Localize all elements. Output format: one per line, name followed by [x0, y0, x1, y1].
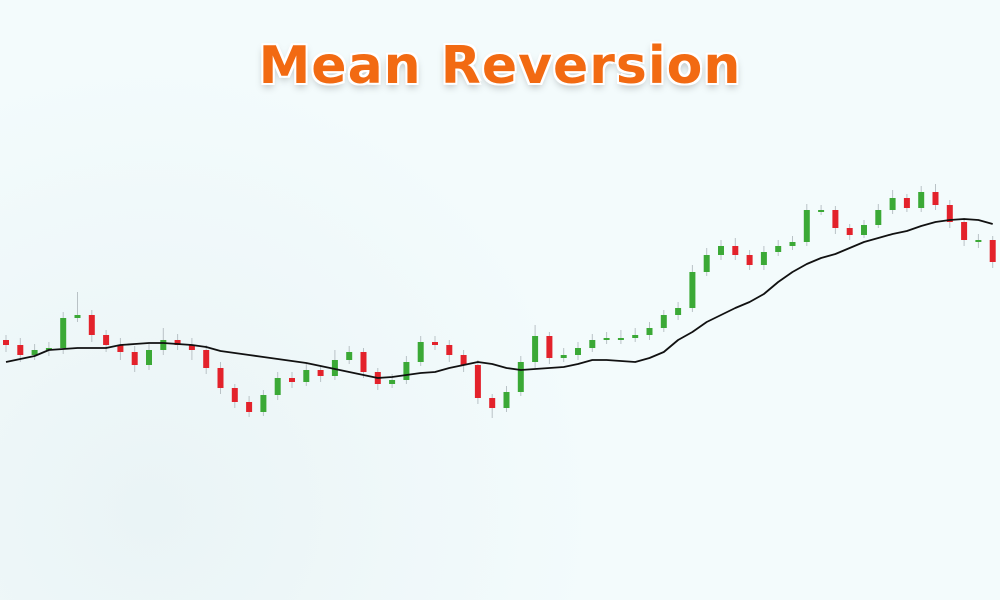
candle-body — [703, 255, 710, 272]
candle-body — [760, 252, 767, 265]
candle-body — [131, 352, 138, 365]
candle-body — [946, 205, 953, 222]
candle-body — [346, 352, 353, 360]
candle-body — [818, 210, 825, 212]
candle-body — [532, 336, 539, 362]
candle-body — [589, 340, 596, 348]
candle-body — [260, 395, 267, 412]
candle-body — [732, 246, 739, 255]
candle-body — [103, 335, 110, 345]
candle-body — [903, 198, 910, 208]
candle-body — [989, 240, 996, 262]
moving-average-line — [5, 218, 993, 379]
candle-body — [875, 210, 882, 225]
candle-body — [88, 315, 95, 335]
candle-body — [746, 255, 753, 265]
candle-body — [360, 352, 367, 372]
candle-body — [832, 210, 839, 228]
candle-body — [932, 192, 939, 205]
candle-body — [117, 345, 124, 352]
candle-body — [45, 348, 52, 350]
candle-body — [274, 378, 281, 395]
candle-body — [660, 315, 667, 328]
candle-body — [718, 246, 724, 255]
candle-body — [3, 340, 9, 345]
candle-body — [231, 388, 238, 402]
candle-body — [246, 402, 253, 412]
candle-body — [803, 210, 810, 242]
candle-body — [632, 335, 639, 338]
candle-body — [918, 192, 925, 208]
candle-body — [317, 370, 324, 376]
candle-body — [188, 345, 195, 350]
candle-body — [789, 242, 796, 246]
candle-body — [775, 246, 782, 252]
candle-body — [474, 365, 481, 398]
candle-body — [389, 380, 396, 384]
candle-body — [861, 225, 867, 235]
candle-body — [303, 370, 310, 382]
candle-body — [289, 378, 295, 382]
candle-body — [617, 338, 624, 340]
candle-body — [217, 368, 224, 388]
candle-body — [460, 355, 467, 365]
candle-body — [489, 398, 496, 408]
candle-body — [60, 318, 67, 348]
candle-body — [403, 362, 410, 380]
candle-body — [160, 340, 167, 350]
candle-body — [560, 355, 567, 358]
candle-body — [503, 392, 510, 408]
candle-body — [689, 272, 696, 308]
candle-body — [17, 345, 24, 355]
candle-body — [546, 336, 553, 358]
candle-body — [517, 362, 524, 392]
chart-title: Mean Reversion — [258, 36, 742, 96]
candle-body — [889, 198, 896, 210]
candle-body — [432, 342, 438, 345]
candle-body — [31, 350, 38, 355]
candle-body — [74, 315, 81, 318]
candle-body — [603, 338, 610, 340]
candle-body — [174, 340, 181, 345]
candle-body — [646, 328, 653, 335]
candle-body — [446, 345, 453, 355]
candle-body — [675, 308, 682, 315]
candle-body — [417, 342, 424, 362]
candle-body — [203, 350, 210, 368]
candle-body — [575, 348, 581, 355]
candle-body — [961, 222, 968, 240]
candle-body — [846, 228, 853, 235]
candle-body — [975, 240, 982, 242]
candle-body — [146, 350, 152, 365]
candle-body — [331, 360, 338, 376]
